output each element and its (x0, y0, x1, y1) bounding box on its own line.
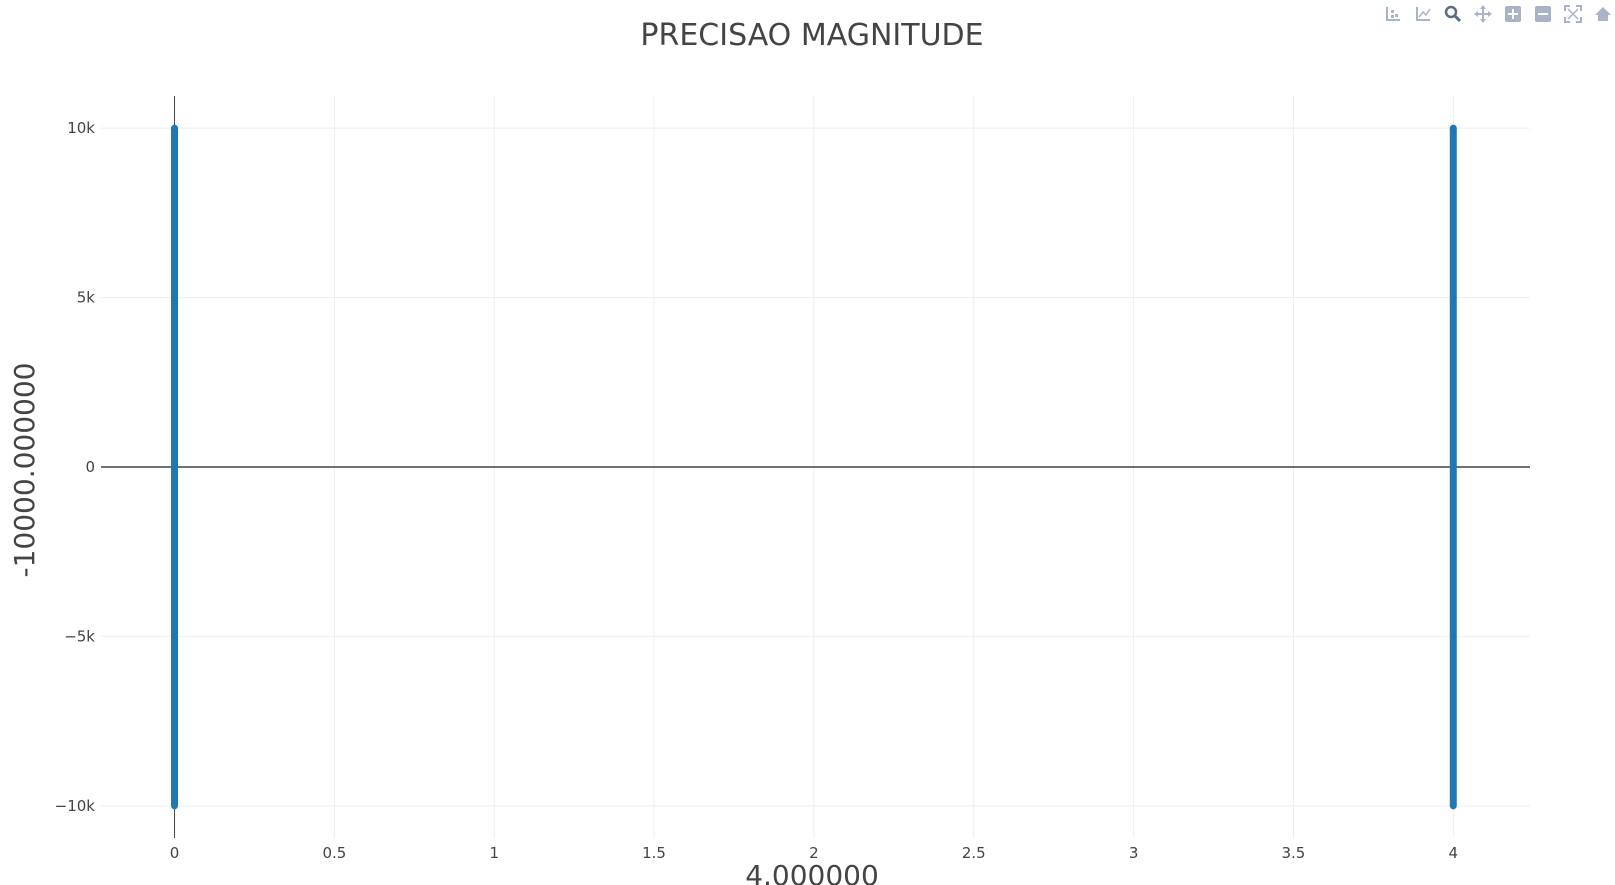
y-tick-label: −5k (64, 627, 95, 645)
chart-title: PRECISAO MAGNITUDE (640, 18, 983, 53)
compare-data-button[interactable] (1381, 2, 1405, 26)
autoscale-button[interactable] (1561, 2, 1585, 26)
y-axis-ticks: −10k −5k 0 5k 10k (55, 119, 96, 815)
zoom-in-icon (1505, 6, 1521, 22)
autoscale-icon (1564, 5, 1582, 23)
data-points (171, 124, 1457, 810)
zoom-button[interactable] (1441, 2, 1465, 26)
x-tick-label: 0 (170, 844, 180, 862)
zoom-icon (1444, 5, 1462, 23)
y-tick-label: −10k (55, 797, 96, 815)
x-tick-label: 0.5 (322, 844, 346, 862)
reset-axes-button[interactable] (1591, 2, 1615, 26)
y-axis-title: -10000.000000 (8, 363, 41, 578)
y-tick-label: 0 (85, 458, 95, 476)
show-closest-icon (1416, 7, 1431, 21)
zoom-in-button[interactable] (1501, 2, 1525, 26)
modebar (1381, 2, 1615, 26)
x-axis-ticks: 0 0.5 1 1.5 2 2.5 3 3.5 4 (170, 844, 1458, 862)
x-tick-label: 2.5 (962, 844, 986, 862)
show-closest-button[interactable] (1411, 2, 1435, 26)
y-tick-label: 5k (77, 289, 96, 307)
pan-button[interactable] (1471, 2, 1495, 26)
pan-icon (1474, 5, 1492, 23)
zoom-out-button[interactable] (1531, 2, 1555, 26)
reset-axes-icon (1595, 7, 1611, 21)
x-axis-title: 4.000000 (745, 859, 879, 885)
compare-data-icon (1386, 7, 1400, 21)
zoom-out-icon (1535, 6, 1551, 22)
x-tick-label: 1.5 (642, 844, 666, 862)
x-tick-label: 1 (489, 844, 499, 862)
x-tick-label: 3.5 (1282, 844, 1306, 862)
x-tick-label: 2 (809, 844, 819, 862)
x-tick-label: 3 (1129, 844, 1139, 862)
zero-lines (101, 96, 1530, 838)
y-tick-label: 10k (67, 119, 95, 137)
x-tick-label: 4 (1449, 844, 1459, 862)
